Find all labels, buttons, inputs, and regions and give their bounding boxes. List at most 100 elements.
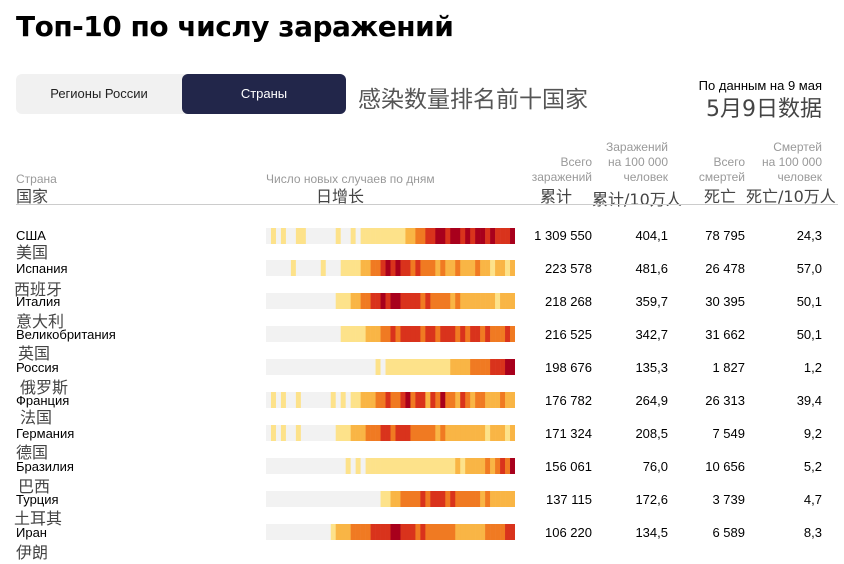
heat-cell: [285, 260, 292, 276]
heat-cell: [480, 359, 486, 375]
heat-cell: [330, 260, 337, 276]
heat-cell: [315, 524, 322, 540]
heat-cell: [480, 260, 486, 276]
heat-cell: [266, 458, 272, 474]
heat-cell: [380, 425, 386, 441]
header-divider: [16, 204, 838, 205]
heat-cell: [405, 228, 411, 244]
heat-cell: [355, 326, 361, 342]
header-total-line1: Всего: [560, 155, 592, 169]
heat-cell: [485, 293, 491, 309]
total-deaths: 30 395: [705, 294, 745, 309]
heat-cell: [510, 326, 515, 342]
heat-cell: [320, 458, 327, 474]
country-name: Франция: [16, 393, 70, 408]
heat-strip: [266, 326, 515, 342]
heat-cell: [275, 228, 282, 244]
heat-cell: [275, 425, 282, 441]
heat-cell: [365, 260, 371, 276]
header-per100k-line1: Заражений: [605, 140, 668, 154]
cases-per-100k: 342,7: [635, 327, 668, 342]
heat-cell: [345, 293, 351, 309]
heat-cell: [450, 392, 456, 408]
total-cases: 218 268: [545, 294, 592, 309]
heat-cell: [440, 458, 446, 474]
heat-cell: [266, 392, 272, 408]
heat-cell: [340, 392, 346, 408]
total-deaths: 10 656: [705, 459, 745, 474]
heat-cell: [415, 392, 421, 408]
country-name-cn: 西班牙: [14, 280, 63, 299]
heat-cell: [266, 491, 272, 507]
heat-cell: [445, 491, 451, 507]
heat-strip: [266, 491, 515, 507]
heat-cell: [380, 260, 386, 276]
heat-cell: [465, 293, 471, 309]
heat-cell: [370, 524, 376, 540]
heat-cell: [385, 359, 391, 375]
heat-cell: [345, 228, 351, 244]
heat-cell: [270, 491, 277, 507]
heat-cell: [505, 228, 511, 244]
heat-cell: [345, 458, 351, 474]
heat-cell: [390, 491, 396, 507]
heat-cell: [455, 260, 461, 276]
heat-cell: [280, 326, 287, 342]
tab-countries[interactable]: Страны: [182, 74, 346, 114]
heat-cell: [510, 260, 515, 276]
heat-cell: [485, 228, 491, 244]
heat-cell: [355, 260, 361, 276]
heat-cell: [485, 491, 491, 507]
heat-cell: [440, 326, 446, 342]
heat-cell: [490, 524, 496, 540]
heat-cell: [485, 260, 491, 276]
heat-cell: [450, 326, 456, 342]
deaths-per-100k: 50,1: [796, 327, 822, 342]
heat-cell: [415, 326, 421, 342]
heat-cell: [400, 260, 406, 276]
total-cases: 156 061: [545, 459, 592, 474]
header-total-line2: заражений: [531, 170, 592, 184]
country-name: Италия: [16, 294, 61, 309]
heat-cell: [370, 293, 376, 309]
heat-cell: [340, 228, 346, 244]
heat-cell: [480, 326, 486, 342]
heat-cell: [270, 425, 277, 441]
total-deaths: 78 795: [705, 228, 745, 243]
heat-cell: [435, 326, 441, 342]
heat-cell: [305, 491, 312, 507]
view-toggle: Регионы России Страны: [16, 74, 346, 114]
heat-cell: [460, 293, 466, 309]
heat-cell: [360, 293, 366, 309]
heat-cell: [445, 458, 451, 474]
heat-cell: [370, 228, 376, 244]
heat-cell: [485, 425, 491, 441]
date-label: По данным на 9 мая: [698, 78, 822, 93]
heat-cell: [405, 458, 411, 474]
heat-cell: [400, 491, 406, 507]
heat-strip: [266, 425, 515, 441]
heat-cell: [340, 524, 346, 540]
heat-cell: [270, 326, 277, 342]
heat-cell: [465, 524, 471, 540]
heat-cell: [300, 359, 307, 375]
heat-cell: [465, 425, 471, 441]
heat-cell: [430, 425, 436, 441]
heat-cell: [425, 392, 431, 408]
heat-cell: [480, 491, 486, 507]
tab-regions[interactable]: Регионы России: [50, 86, 148, 101]
heat-cell: [270, 359, 277, 375]
country-name: Бразилия: [16, 459, 74, 474]
heat-cell: [410, 260, 416, 276]
heat-cell: [350, 524, 356, 540]
heat-cell: [500, 293, 506, 309]
cases-per-100k: 76,0: [642, 459, 668, 474]
cases-per-100k: 135,3: [635, 360, 668, 375]
heat-cell: [295, 359, 302, 375]
heat-cell: [315, 491, 322, 507]
deaths-per-100k: 8,3: [803, 525, 822, 540]
heat-cell: [320, 524, 327, 540]
heat-cell: [450, 425, 456, 441]
heat-cell: [385, 425, 391, 441]
heat-cell: [320, 491, 327, 507]
